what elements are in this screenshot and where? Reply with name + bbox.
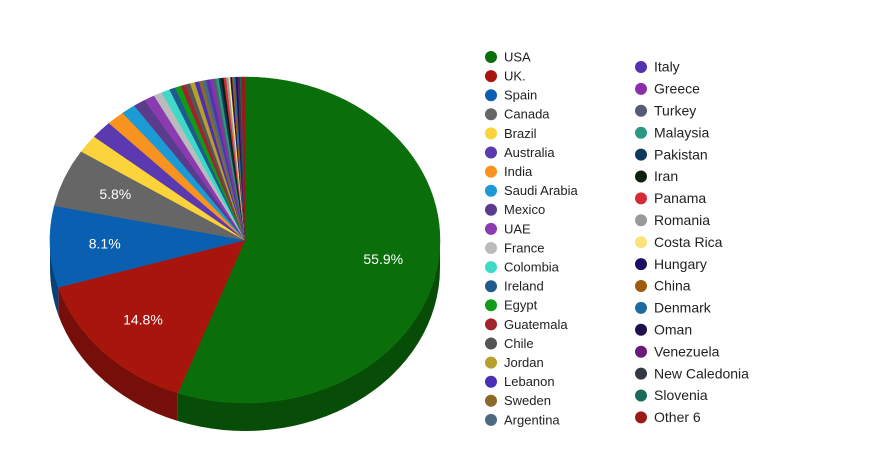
- value-label: 5.8%: [99, 186, 131, 202]
- legend-swatch: [485, 184, 497, 197]
- legend-swatch: [635, 104, 647, 117]
- legend-swatch: [635, 323, 647, 336]
- legend-swatch: [635, 345, 647, 358]
- legend-label: Iran: [654, 168, 678, 184]
- legend-swatch: [485, 318, 497, 331]
- legend-swatch: [485, 89, 497, 102]
- value-label: 14.8%: [123, 311, 163, 327]
- legend-label: Jordan: [504, 355, 544, 370]
- legend-swatch: [635, 61, 647, 73]
- legend-label: Other 6: [654, 409, 701, 425]
- slice-side: [50, 240, 59, 316]
- legend-swatch: [635, 389, 647, 402]
- legend-swatch: [485, 51, 497, 63]
- legend-swatch: [485, 356, 497, 369]
- legend-label: Italy: [654, 59, 680, 75]
- legend-label: India: [504, 164, 533, 179]
- legend-label: USA: [504, 49, 531, 64]
- legend-label: Australia: [504, 145, 555, 160]
- legend-label: Brazil: [504, 126, 537, 141]
- legend-label: Slovenia: [654, 387, 708, 403]
- legend-swatch: [485, 222, 497, 235]
- legend-swatch: [635, 258, 647, 271]
- legend-swatch: [485, 337, 497, 350]
- legend-swatch: [635, 367, 647, 380]
- legend-label: Chile: [504, 336, 534, 351]
- legend-label: Mexico: [504, 202, 545, 217]
- legend-label: Malaysia: [654, 124, 709, 140]
- legend-swatch: [635, 126, 647, 139]
- legend-label: Panama: [654, 190, 706, 206]
- legend-label: Sweden: [504, 393, 551, 408]
- legend-label: Romania: [654, 212, 710, 228]
- legend-swatch: [485, 394, 497, 407]
- legend-swatch: [485, 413, 497, 426]
- value-label: 55.9%: [363, 251, 403, 267]
- legend-label: Lebanon: [504, 374, 555, 389]
- legend-swatch: [485, 261, 497, 274]
- legend-swatch: [635, 192, 647, 205]
- legend-label: Egypt: [504, 298, 538, 313]
- legend-swatch: [485, 146, 497, 159]
- legend-swatch: [485, 108, 497, 121]
- legend-label: UAE: [504, 221, 531, 236]
- legend-label: Canada: [504, 107, 550, 122]
- legend-label: Spain: [504, 88, 537, 103]
- legend-swatch: [485, 127, 497, 140]
- legend-label: UK.: [504, 69, 526, 84]
- legend-swatch: [635, 280, 647, 292]
- legend-label: Turkey: [654, 103, 696, 119]
- slice: [49, 205, 246, 288]
- slice: [241, 76, 246, 241]
- legend-swatch: [635, 214, 647, 227]
- legend-label: Guatemala: [504, 317, 568, 332]
- legend-swatch: [635, 148, 647, 161]
- legend-swatch: [635, 301, 647, 314]
- legend-label: New Caledonia: [654, 365, 749, 381]
- slice: [58, 239, 246, 394]
- legend-label: Argentina: [504, 412, 560, 427]
- legend-label: China: [654, 278, 691, 294]
- legend-swatch: [635, 236, 647, 249]
- legend-label: Pakistan: [654, 146, 708, 162]
- legend-label: Saudi Arabia: [504, 183, 578, 198]
- legend-swatch: [485, 299, 497, 312]
- legend-swatch: [485, 280, 497, 293]
- slice-side: [177, 240, 441, 432]
- legend-swatch: [485, 203, 497, 216]
- slice: [177, 76, 441, 404]
- legend-label: Ireland: [504, 279, 544, 294]
- legend-label: Colombia: [504, 260, 560, 275]
- slice-side: [58, 287, 178, 422]
- legend-swatch: [635, 411, 647, 424]
- legend-swatch: [485, 70, 497, 83]
- legend-label: Denmark: [654, 300, 712, 316]
- legend-label: Oman: [654, 322, 692, 338]
- legend-swatch: [485, 242, 497, 254]
- legend-swatch: [485, 165, 497, 178]
- legend-swatch: [485, 375, 497, 388]
- value-label: 8.1%: [89, 236, 121, 252]
- legend-label: France: [504, 240, 544, 255]
- legend-label: Venezuela: [654, 343, 720, 359]
- legend-label: Hungary: [654, 256, 707, 272]
- legend-swatch: [635, 82, 647, 95]
- legend-swatch: [635, 170, 647, 183]
- legend-label: Costa Rica: [654, 234, 723, 250]
- legend-label: Greece: [654, 81, 700, 97]
